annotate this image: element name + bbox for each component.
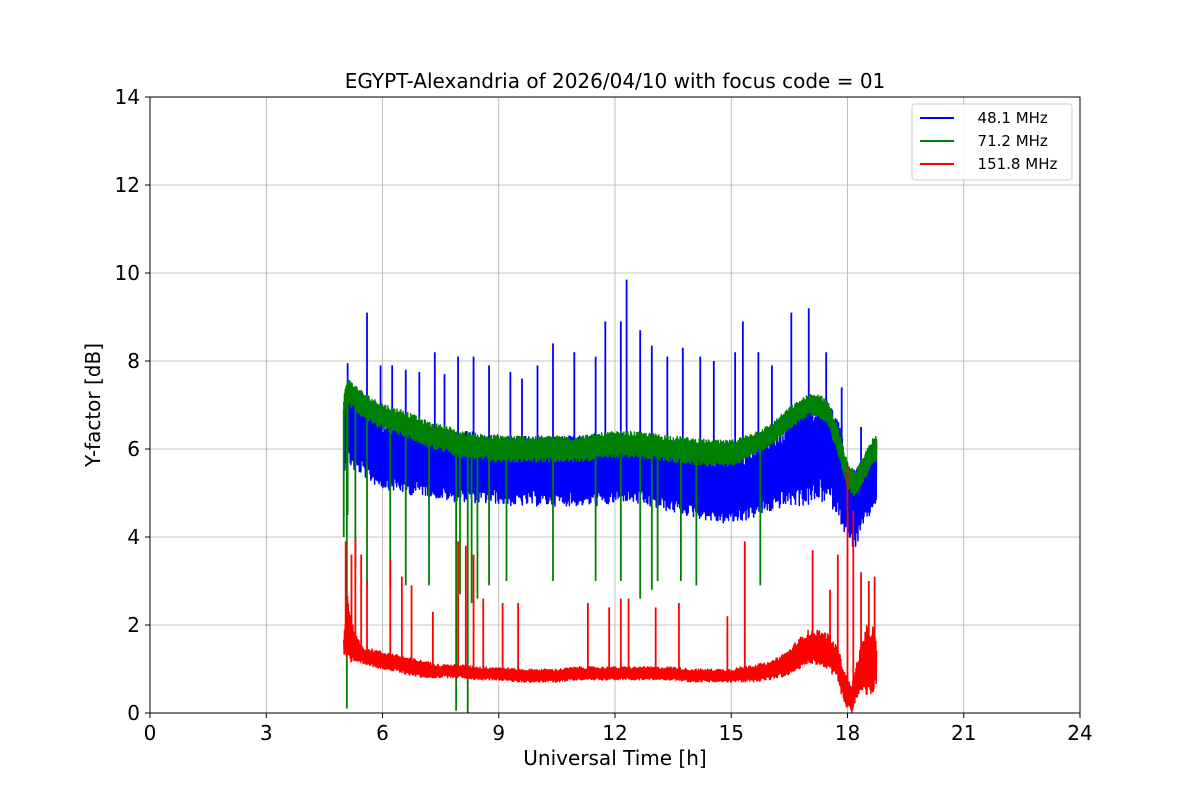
chart-title: EGYPT-Alexandria of 2026/04/10 with focu… (345, 69, 886, 93)
x-tick-label: 3 (260, 721, 273, 745)
y-tick-label: 6 (127, 437, 140, 461)
legend-entry: 71.2 MHz (968, 132, 1048, 150)
series-line (343, 380, 878, 497)
x-tick-label: 15 (719, 721, 744, 745)
y-axis-label: Y-factor [dB] (81, 343, 105, 468)
x-tick-label: 24 (1067, 721, 1092, 745)
x-tick-label: 18 (835, 721, 860, 745)
x-tick-label: 9 (492, 721, 505, 745)
y-tick-label: 0 (127, 701, 140, 725)
y-tick-label: 4 (127, 525, 140, 549)
x-tick-label: 21 (951, 721, 976, 745)
y-tick-label: 10 (115, 261, 140, 285)
legend: 48.1 MHz 71.2 MHz 151.8 MHz (911, 103, 1073, 181)
y-tick-label: 14 (115, 85, 140, 109)
y-tick-label: 2 (127, 613, 140, 637)
x-tick-label: 0 (144, 721, 157, 745)
legend-entry: 48.1 MHz (968, 109, 1048, 127)
series-71-2-mhz (342, 380, 878, 713)
legend-entry: 151.8 MHz (968, 155, 1057, 173)
y-tick-label: 8 (127, 349, 140, 373)
legend-frame (911, 103, 1073, 181)
x-axis-label: Universal Time [h] (523, 746, 706, 770)
y-tick-label: 12 (115, 173, 140, 197)
series-line (343, 595, 878, 713)
x-tick-label: 6 (376, 721, 389, 745)
plot-area (342, 279, 878, 713)
series-151-8-mhz (343, 466, 878, 713)
x-tick-label: 12 (602, 721, 627, 745)
